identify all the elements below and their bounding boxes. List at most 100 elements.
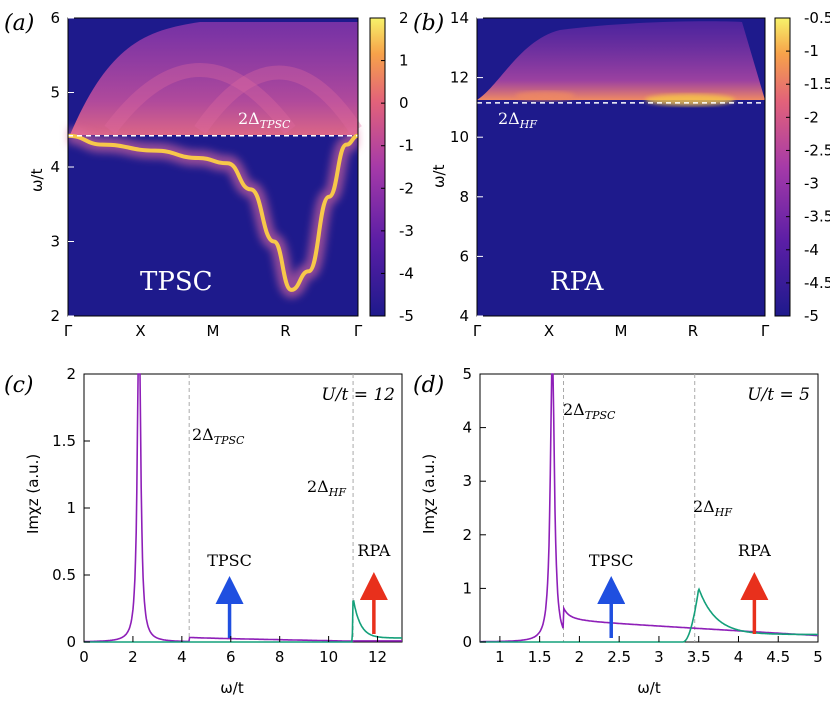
panel-b-cbar-tick-label: -4	[804, 241, 819, 259]
panel-b-cbar-tick-label: -1.5	[804, 75, 830, 93]
panel-d-ytick-label: 3	[462, 472, 472, 490]
panel-c-xtick-label: 2	[128, 648, 138, 666]
panel-c-title: U/t = 12	[321, 385, 395, 405]
panel-c-xtick-label: 10	[319, 648, 338, 666]
panel-a-xtick-label: M	[207, 322, 220, 340]
panel-d-series-tpsc	[480, 373, 818, 643]
panel-c-label: (c)	[4, 373, 34, 398]
panel-b-colorbar	[774, 17, 791, 317]
panel-b-xtick-label: Γ	[473, 322, 482, 340]
panel-d-ytick-label: 2	[462, 526, 472, 544]
panel-b-label: (b)	[413, 11, 444, 36]
panel-a-continuum-arch	[194, 65, 362, 135]
panel-c-ytick-label: 0.5	[52, 566, 76, 584]
panel-d-xtick-label: 1	[495, 648, 505, 666]
panel-b-continuum	[477, 21, 765, 100]
panel-a-ytick-label: 6	[50, 9, 60, 27]
panel-c-series-tpsc	[83, 373, 402, 643]
panel-c-ytick-label: 1.5	[52, 432, 76, 450]
panel-d-frame	[479, 373, 819, 643]
panel-c-ytick-label: 0	[66, 633, 76, 651]
panel-a-xtick-label: X	[135, 322, 145, 340]
panel-a-cbar-tick-label: 1	[399, 52, 409, 70]
panel-b-heatmap: 2ΔHF RPA (b) ω/t 4 6 8 10 12 14 Γ X M R Γ -0.5 -1 -…	[413, 9, 830, 340]
panel-a-method-label: TPSC	[140, 267, 213, 297]
panel-b-cbar-tick-label: -4.5	[804, 274, 830, 292]
panel-d-ylabel: Imχz (a.u.)	[420, 454, 438, 534]
panel-b-ytick-label: 4	[459, 307, 469, 325]
panel-b-ylabel: ω/t	[430, 164, 448, 188]
panel-b-ytick-label: 8	[459, 188, 469, 206]
panel-b-cbar-tick-label: -3.5	[804, 208, 830, 226]
panel-d-xtick-label: 4	[734, 648, 744, 666]
panel-b-ytick-label: 10	[450, 128, 469, 146]
panel-a-heatmap: 2ΔTPSC TPSC (a) ω/t 2 3 4 5 6 Γ X M R Γ 2 1 0 -1 -2 -…	[4, 9, 414, 340]
panel-b-cbar-tick-label: -5	[804, 307, 819, 325]
panel-d-ytick-label: 5	[462, 365, 472, 383]
panel-a-cbar-tick-label: 0	[399, 94, 409, 112]
panel-d-xlabel: ω/t	[637, 679, 661, 697]
panel-a-xtick-label: Γ	[64, 322, 73, 340]
panel-d-ytick-label: 4	[462, 419, 472, 437]
panel-c-series-rpa	[84, 599, 402, 643]
panel-d-xtick-label: 4.5	[766, 648, 790, 666]
panel-c-xlabel: ω/t	[220, 679, 244, 697]
panel-a-label: (a)	[4, 11, 34, 36]
panel-c-line-chart: TPSC RPA 2ΔTPSC 2ΔHF U/t = 12 (c) Imχz (…	[4, 365, 403, 697]
panel-c-ytick-label: 2	[66, 365, 76, 383]
panel-d-xtick-label: 2.5	[607, 648, 631, 666]
panel-c-arrow-tpsc-label: TPSC	[207, 551, 252, 570]
panel-c-xtick-label: 0	[79, 648, 89, 666]
panel-c-ytick-label: 1	[66, 499, 76, 517]
panel-a-ytick-label: 5	[50, 84, 60, 102]
panel-b-cbar-tick-label: -3	[804, 175, 819, 193]
panel-a-gap-label: 2ΔTPSC	[238, 109, 291, 131]
panel-d-gap-hf-label: 2ΔHF	[693, 497, 732, 519]
panel-b-xtick-label: Γ	[761, 322, 770, 340]
panel-d-arrow-tpsc-label: TPSC	[589, 551, 634, 570]
panel-b-method-label: RPA	[550, 267, 605, 297]
panel-b-cbar-tick-label: -1	[804, 42, 819, 60]
panel-a-cbar-tick-label: -4	[399, 264, 414, 282]
panel-a-ytick-label: 4	[50, 158, 60, 176]
panel-a-cbar-tick-label: -5	[399, 307, 414, 325]
panel-d-xtick-label: 3	[654, 648, 664, 666]
panel-c-gap-hf-label: 2ΔHF	[307, 477, 346, 499]
panel-a-cbar-tick-label: -1	[399, 137, 414, 155]
panel-c-xtick-label: 4	[177, 648, 187, 666]
panel-a-cbar-tick-label: -3	[399, 222, 414, 240]
panel-d-ytick-label: 1	[462, 579, 472, 597]
panel-c-arrow-rpa-label: RPA	[357, 541, 390, 560]
panel-b-ytick-label: 14	[450, 9, 469, 27]
panel-c-xtick-label: 12	[368, 648, 387, 666]
panel-a-dispersion	[67, 133, 359, 292]
panel-a-ytick-label: 3	[50, 233, 60, 251]
panel-d-xtick-label: 5	[813, 648, 823, 666]
panel-d-series-rpa	[480, 587, 818, 643]
panel-a-cbar-tick-label: 2	[399, 9, 409, 27]
panel-d-arrow-rpa-label: RPA	[738, 541, 771, 560]
panel-c-xtick-label: 6	[226, 648, 236, 666]
panel-b-gap-label: 2ΔHF	[498, 109, 537, 131]
panel-d-xtick-label: 1.5	[528, 648, 552, 666]
panel-b-edge-glow	[515, 91, 575, 101]
panel-d-line-chart: TPSC RPA 2ΔTPSC 2ΔHF U/t = 5 (d) Imχz (a…	[413, 365, 823, 697]
panel-c-gap-tpsc-label: 2ΔTPSC	[192, 425, 245, 447]
panel-b-ytick-label: 6	[459, 247, 469, 265]
panel-b-ytick-label: 12	[450, 69, 469, 87]
panel-a-continuum-arch	[104, 63, 296, 135]
panel-b-cbar-tick-label: -2	[804, 108, 819, 126]
panel-b-xtick-label: X	[544, 322, 554, 340]
panel-b-edge-glow	[645, 94, 735, 106]
panel-b-xtick-label: R	[688, 322, 698, 340]
panel-a-colorbar	[369, 17, 386, 317]
panel-b-xtick-label: M	[615, 322, 628, 340]
panel-d-ytick-label: 0	[462, 633, 472, 651]
panel-a-ylabel: ω/t	[28, 168, 46, 192]
panel-c-xtick-label: 8	[275, 648, 285, 666]
panel-c-ylabel: Imχz (a.u.)	[24, 454, 42, 534]
panel-d-gap-tpsc-label: 2ΔTPSC	[563, 400, 616, 422]
panel-b-cbar-tick-label: -0.5	[804, 9, 830, 27]
panel-d-label: (d)	[413, 373, 444, 398]
